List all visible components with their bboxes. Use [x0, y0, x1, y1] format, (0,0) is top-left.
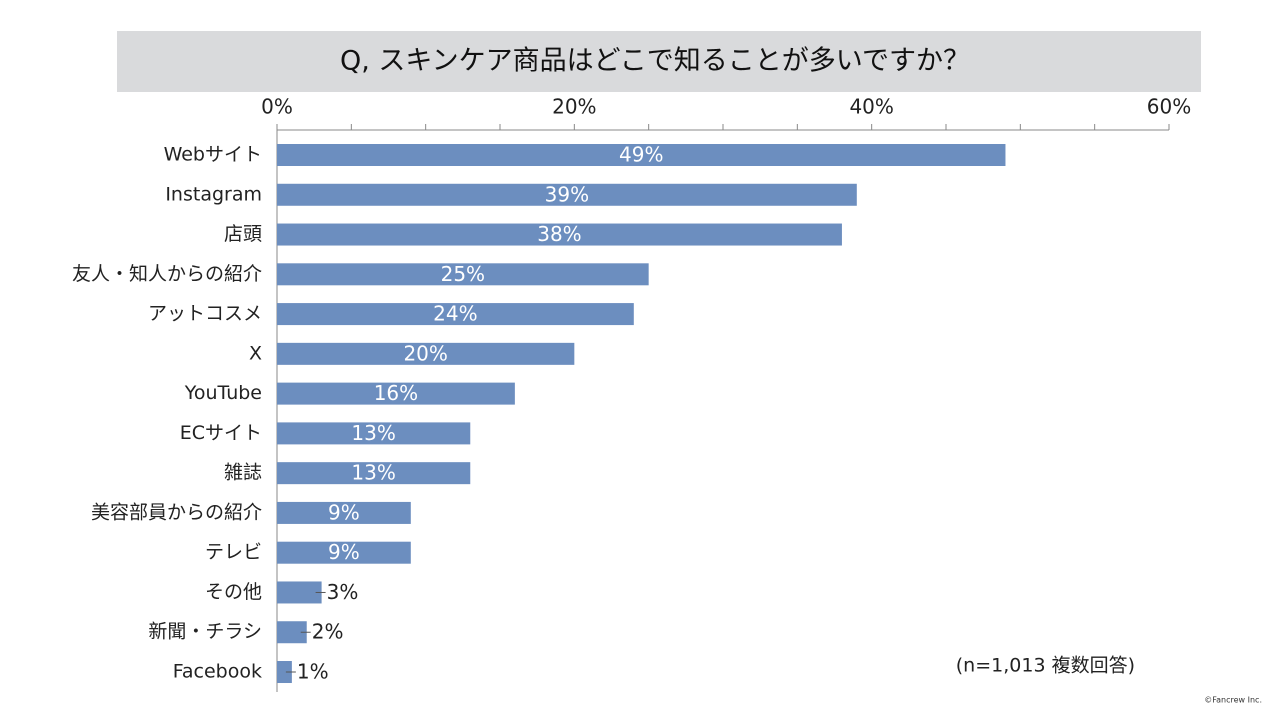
bar	[277, 661, 292, 684]
y-tick-label: 友人・知人からの紹介	[72, 263, 262, 285]
y-tick-label: ECサイト	[180, 422, 262, 444]
bar	[277, 342, 575, 365]
note: (n=1,013 複数回答)	[956, 655, 1135, 677]
x-tick-label: 20%	[552, 95, 596, 119]
x-tick-label: 40%	[849, 95, 893, 119]
y-tick-label: X	[249, 342, 262, 364]
x-tick-label: 0%	[261, 95, 293, 119]
y-tick-label: 美容部員からの紹介	[91, 501, 262, 523]
value-label: 25%	[441, 262, 485, 286]
bar	[277, 581, 322, 604]
value-label: 39%	[545, 182, 589, 206]
value-label: 16%	[374, 381, 418, 405]
value-label: 24%	[433, 302, 477, 326]
bar	[277, 422, 471, 445]
y-tick-label: Facebook	[173, 661, 262, 683]
bar	[277, 223, 842, 246]
y-tick-label: Instagram	[165, 183, 262, 205]
value-label: 13%	[351, 461, 395, 485]
y-tick-label: 新聞・チラシ	[148, 621, 262, 643]
value-label: 1%	[297, 660, 329, 684]
title-band	[117, 31, 1201, 92]
chart-title: Q, スキンケア商品はどこで知ることが多いですか？	[340, 46, 970, 77]
y-tick-label: YouTube	[184, 382, 262, 404]
y-tick-label: テレビ	[205, 541, 262, 563]
value-label: 9%	[328, 540, 360, 564]
value-label: 13%	[351, 421, 395, 445]
bar	[277, 183, 857, 206]
bar	[277, 462, 471, 485]
y-tick-label: 店頭	[224, 223, 262, 245]
y-tick-label: Webサイト	[164, 144, 262, 166]
bar	[277, 501, 411, 524]
credit: ©Fancrew Inc.	[1204, 696, 1262, 705]
y-tick-label: アットコスメ	[148, 303, 262, 325]
y-tick-label: 雑誌	[224, 462, 262, 484]
value-label: 49%	[619, 143, 663, 167]
bar	[277, 541, 411, 564]
x-tick-label: 60%	[1147, 95, 1191, 119]
bar	[277, 303, 634, 326]
bar	[277, 144, 1006, 166]
bar	[277, 621, 307, 644]
bar	[277, 382, 515, 405]
bar	[277, 263, 649, 286]
value-label: 3%	[327, 580, 359, 604]
value-label: 2%	[312, 620, 344, 644]
value-label: 38%	[537, 222, 581, 246]
value-label: 20%	[403, 341, 447, 365]
value-label: 9%	[328, 500, 360, 524]
y-tick-label: その他	[205, 581, 262, 603]
